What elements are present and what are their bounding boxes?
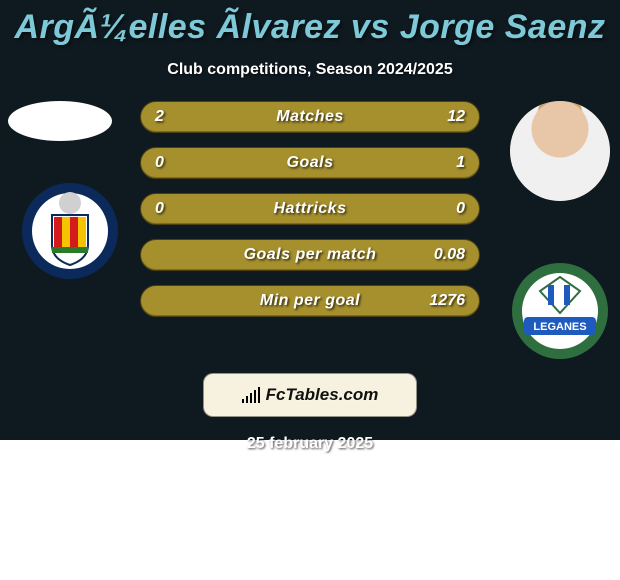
stat-label: Matches	[276, 108, 344, 126]
stat-value-left: 0	[155, 148, 164, 178]
club-crest-right: LEGANES	[510, 261, 610, 361]
stat-label: Hattricks	[274, 200, 347, 218]
stat-row: 0 Hattricks 0	[140, 193, 480, 225]
brand-bar	[250, 393, 252, 403]
stat-value-left: 0	[155, 194, 164, 224]
brand-bar	[246, 396, 248, 403]
brand-bar	[254, 390, 256, 403]
crest-left-stripe-1	[62, 217, 70, 247]
brand-bar	[242, 399, 244, 403]
player-right-face	[510, 101, 610, 201]
stat-value-right: 0	[456, 194, 465, 224]
date-text: 25 february 2025	[0, 435, 620, 453]
comparison-card: ArgÃ¼elles Ãlvarez vs Jorge Saenz Club c…	[0, 0, 620, 580]
subtitle: Club competitions, Season 2024/2025	[0, 61, 620, 79]
page-title: ArgÃ¼elles Ãlvarez vs Jorge Saenz	[0, 8, 620, 47]
brand-badge: FcTables.com	[203, 373, 417, 417]
stat-row: Min per goal 1276	[140, 285, 480, 317]
crest-left-ball	[59, 192, 81, 214]
player-left-avatar	[8, 101, 112, 141]
stat-value-left: 2	[155, 102, 164, 132]
stat-row: 2 Matches 12	[140, 101, 480, 133]
brand-bars-icon	[242, 387, 260, 403]
crest-left-shield	[52, 215, 88, 265]
stat-value-right: 12	[447, 102, 465, 132]
stat-value-right: 0.08	[434, 240, 465, 270]
stats-area: LEGANES 2Matches120Goals10Hattricks0Goal…	[0, 107, 620, 367]
stat-rows: 2 Matches 12 0 Goals 1 0 Hattricks 0 Goals per ma…	[140, 101, 480, 331]
brand-bar	[258, 387, 260, 403]
content: ArgÃ¼elles Ãlvarez vs Jorge Saenz Club c…	[0, 8, 620, 453]
stat-label: Min per goal	[260, 292, 360, 310]
background-bottom	[0, 440, 620, 580]
crest-right-band-text: LEGANES	[533, 321, 586, 333]
crest-left-stripe-3	[78, 217, 86, 247]
crest-left-stripe-2	[70, 217, 78, 247]
crest-left-band	[52, 247, 88, 253]
stat-value-right: 1276	[429, 286, 465, 316]
stat-label: Goals	[287, 154, 334, 172]
club-crest-right-svg: LEGANES	[510, 261, 610, 361]
stat-value-right: 1	[456, 148, 465, 178]
brand-text: FcTables.com	[266, 385, 379, 405]
crest-left-stripe-0	[54, 217, 62, 247]
club-crest-left-svg	[20, 181, 120, 281]
player-right-avatar	[510, 101, 610, 201]
stat-row: 0 Goals 1	[140, 147, 480, 179]
stat-label: Goals per match	[244, 246, 377, 264]
club-crest-left	[20, 181, 120, 281]
stat-row: Goals per match 0.08	[140, 239, 480, 271]
